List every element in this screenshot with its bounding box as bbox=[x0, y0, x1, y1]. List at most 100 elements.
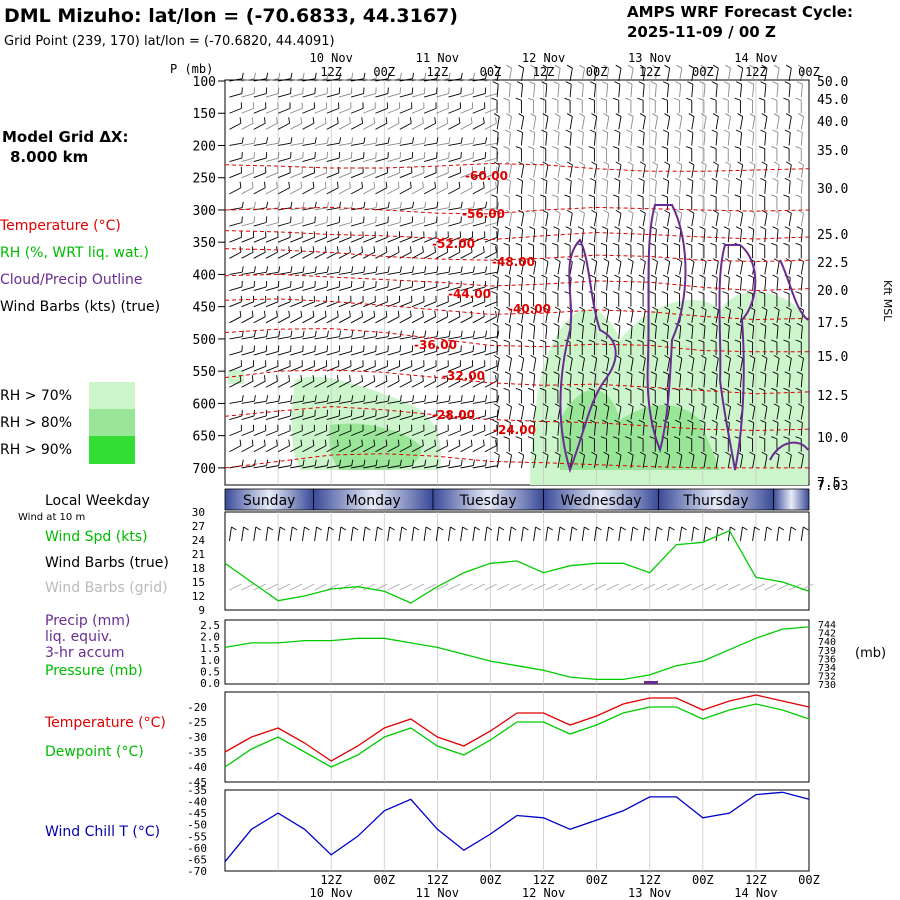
wind-barb bbox=[606, 358, 610, 372]
wind-barb bbox=[229, 78, 243, 82]
grid-wind-barb bbox=[740, 583, 753, 591]
wind-barb-flag bbox=[637, 146, 644, 150]
wind-barb bbox=[253, 222, 267, 227]
wind-barb bbox=[436, 351, 449, 356]
weekday-label: Wednesday bbox=[561, 493, 642, 509]
wind-barb-flag bbox=[527, 242, 534, 246]
wind-barb-flag bbox=[626, 129, 633, 133]
wind-barb bbox=[436, 93, 449, 98]
wind-barb-flag bbox=[504, 226, 511, 230]
wind-barb-flag bbox=[783, 291, 790, 295]
wind-barb bbox=[290, 286, 303, 291]
wind-barb bbox=[277, 187, 290, 195]
wind-barb bbox=[326, 107, 339, 114]
wind-barb bbox=[484, 365, 498, 372]
wind-barb bbox=[363, 380, 375, 388]
wind-barb-flag bbox=[351, 266, 354, 273]
wind-barb bbox=[253, 93, 267, 98]
wind-barb bbox=[508, 374, 511, 388]
wind-barb-flag bbox=[263, 246, 266, 253]
wind-barb-flag bbox=[785, 64, 792, 69]
wind-barb bbox=[472, 187, 485, 195]
bottom-hour-label: 00Z bbox=[480, 873, 502, 887]
wind-barb bbox=[229, 222, 243, 227]
wind-barb bbox=[363, 222, 376, 227]
wind-barb-flag bbox=[652, 258, 658, 263]
wind-barb bbox=[764, 68, 768, 82]
wind-barb-flag bbox=[493, 161, 500, 166]
wind-barb-flag bbox=[527, 291, 534, 295]
wind-barb bbox=[460, 430, 473, 437]
wind-barb bbox=[423, 122, 436, 130]
wind-barb-flag bbox=[577, 371, 584, 375]
wind-barb-flag bbox=[518, 403, 524, 408]
wind-barb-flag bbox=[497, 395, 500, 402]
wind-barb bbox=[241, 222, 255, 227]
wind-barb-flag bbox=[241, 330, 244, 337]
wind-barb bbox=[679, 261, 683, 275]
wind-barb-flag bbox=[506, 161, 512, 166]
wind-barb bbox=[703, 358, 707, 372]
wind-barb bbox=[338, 286, 352, 291]
wind-barb bbox=[399, 207, 413, 211]
wind-barb-flag bbox=[661, 291, 668, 295]
wind-barb-flag bbox=[625, 436, 632, 440]
wind-barb-flag bbox=[761, 451, 768, 456]
wind-barb bbox=[387, 316, 400, 324]
wind-speed-label: Wind Spd (kts) bbox=[45, 529, 148, 545]
wind-barb-flag bbox=[363, 72, 366, 79]
wind-barb-flag bbox=[541, 274, 548, 279]
wind-barb-flag bbox=[387, 72, 390, 79]
wind-barb-flag bbox=[771, 146, 778, 150]
wind-barb bbox=[375, 336, 389, 340]
wind-barb bbox=[606, 325, 609, 339]
wind-barb-flag bbox=[638, 323, 645, 327]
wind-barb bbox=[484, 251, 497, 259]
wind-barb bbox=[399, 316, 412, 324]
wind-barb-flag bbox=[579, 354, 585, 359]
wind-barb-flag bbox=[485, 137, 488, 144]
wind-barb bbox=[290, 207, 304, 211]
wind-barb-flag bbox=[276, 181, 278, 188]
wind-barb-flag bbox=[664, 354, 670, 359]
wind-barb-flag bbox=[541, 81, 548, 85]
wind-barb bbox=[290, 415, 303, 420]
wind-barb-flag bbox=[436, 459, 439, 466]
wind-barb bbox=[375, 271, 389, 275]
wind-barb bbox=[739, 116, 744, 130]
wind-barb-flag bbox=[302, 266, 305, 273]
wind-barb bbox=[654, 213, 658, 227]
top-date-label: 10 Nov bbox=[310, 51, 353, 65]
wind-barb-flag bbox=[495, 310, 497, 317]
wind-barb bbox=[593, 454, 598, 468]
wind-barb bbox=[739, 374, 743, 388]
wind-barb bbox=[326, 415, 340, 420]
true-wind-barb bbox=[533, 526, 537, 542]
wind-barb-flag bbox=[290, 266, 293, 273]
wind-barb-flag bbox=[664, 258, 670, 263]
wind-barb-flag bbox=[515, 194, 522, 198]
wind-barb bbox=[545, 213, 549, 227]
true-wind-barb bbox=[484, 526, 488, 542]
wind-barb-flag bbox=[472, 330, 475, 337]
wind-barb bbox=[277, 365, 291, 372]
wind-barb-flag bbox=[746, 339, 753, 343]
wind-barb-flag bbox=[542, 306, 549, 311]
wind-barb bbox=[399, 271, 413, 275]
wind-barb-flag bbox=[600, 387, 607, 391]
wind-barb-flag bbox=[542, 354, 549, 359]
wind-barb-flag bbox=[434, 439, 437, 446]
wind-barb bbox=[654, 68, 658, 82]
wind-barb-flag bbox=[710, 146, 717, 150]
wind-barb-flag bbox=[412, 330, 415, 337]
wind-barb-flag bbox=[652, 64, 658, 69]
wind-barb bbox=[229, 301, 242, 308]
wind-barb bbox=[666, 261, 671, 275]
wind-barb-flag bbox=[649, 436, 656, 440]
wind-barb bbox=[314, 301, 327, 308]
pressure-label: Pressure (mb) bbox=[45, 663, 143, 679]
wind-barb bbox=[399, 400, 413, 404]
wind-barb-flag bbox=[675, 419, 681, 424]
wind-barb bbox=[472, 316, 485, 324]
